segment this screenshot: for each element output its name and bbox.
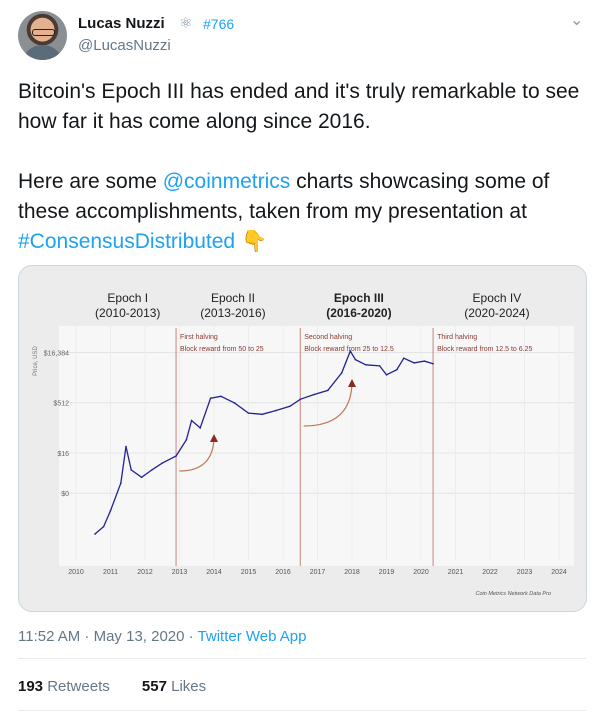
epoch-range: (2010-2013) [95, 306, 160, 320]
x-tick-label: 2022 [482, 569, 498, 576]
price-point [349, 350, 352, 352]
epoch-title: Epoch I [107, 291, 148, 305]
epoch-title: Epoch III [334, 291, 384, 305]
halving-detail: Block reward from 12.5 to 6.25 [437, 346, 532, 353]
halving-detail: Block reward from 25 to 12.5 [304, 346, 394, 353]
price-point [247, 412, 250, 414]
price-point [233, 402, 236, 404]
price-point [161, 462, 164, 464]
x-tick-label: 2019 [379, 569, 395, 576]
halving-label: Third halving [437, 334, 477, 341]
price-point [185, 438, 188, 441]
price-point [190, 419, 193, 422]
y-tick-label: $512 [53, 401, 69, 408]
tweet-line-1: Bitcoin's Epoch III has ended and it's t… [18, 80, 580, 133]
price-point [102, 525, 105, 528]
price-point [289, 405, 291, 408]
halving-label: First halving [180, 334, 218, 341]
price-point [130, 469, 132, 471]
price-point [354, 358, 357, 361]
x-tick-label: 2023 [517, 569, 533, 576]
epoch-range: (2020-2024) [464, 306, 529, 320]
avatar[interactable] [18, 11, 67, 60]
price-point [140, 476, 143, 479]
price-point [378, 365, 381, 367]
price-point [275, 409, 277, 412]
growth-arrow [303, 380, 353, 427]
price-point [402, 357, 405, 360]
price-point [151, 469, 153, 471]
x-tick-label: 2013 [172, 569, 188, 576]
price-point [365, 363, 367, 366]
y-axis-label: Price, USD [33, 345, 39, 375]
halving-label: Second halving [304, 334, 352, 341]
price-point [94, 533, 96, 535]
chevron-down-icon[interactable]: ⌄ [570, 12, 584, 29]
x-tick-label: 2021 [448, 569, 464, 576]
x-tick-label: 2012 [137, 569, 153, 576]
x-tick-label: 2010 [68, 569, 84, 576]
price-point [340, 372, 343, 374]
app-link[interactable]: Twitter Web App [197, 628, 307, 645]
growth-arrowhead [210, 434, 218, 442]
price-point [125, 445, 127, 448]
mention-link[interactable]: @coinmetrics [162, 170, 291, 193]
tweet-text: Bitcoin's Epoch III has ended and it's t… [18, 77, 588, 257]
plot-area [59, 326, 574, 566]
price-point [423, 360, 426, 362]
growth-arrowhead [348, 379, 356, 387]
author-tag[interactable]: #766 [203, 16, 235, 32]
price-point [261, 413, 264, 416]
divider [18, 710, 586, 711]
y-tick-label: $16,384 [44, 350, 69, 357]
divider [18, 658, 586, 659]
x-tick-label: 2017 [310, 569, 326, 576]
y-tick-label: $0 [61, 491, 69, 498]
chart-image[interactable]: $16,384 $512 $16 $0 2010 2011 2012 2013 2014 2015… [18, 265, 587, 612]
x-tick-label: 2015 [241, 569, 257, 576]
hashtag-link[interactable]: #ConsensusDistributed [18, 230, 236, 253]
epoch-range: (2016-2020) [326, 306, 391, 320]
pointing-down-emoji: 👇 [240, 230, 268, 253]
price-point [413, 362, 415, 364]
epoch-title: Epoch IV [473, 291, 522, 305]
x-tick-label: 2018 [344, 569, 360, 576]
tweet-meta: 11:52 AM · May 13, 2020 · Twitter Web Ap… [18, 628, 307, 645]
tweet-timestamp[interactable]: 11:52 AM · May 13, 2020 · [18, 628, 198, 645]
y-tick-label: $16 [57, 451, 69, 458]
x-tick-label: 2024 [551, 569, 567, 576]
atom-icon: ⚛ [179, 15, 193, 32]
author-name[interactable]: Lucas Nuzzi [78, 15, 165, 32]
price-point [220, 395, 222, 398]
tweet-stats: 193 Retweets 557 Likes [18, 678, 234, 695]
price-point [327, 389, 329, 392]
price-point [313, 393, 315, 396]
price-point [209, 397, 212, 399]
retweets-stat[interactable]: 193 Retweets [18, 678, 110, 695]
price-point [385, 374, 388, 376]
price-point [432, 362, 434, 365]
price-line [94, 349, 434, 535]
epoch-title: Epoch II [211, 291, 255, 305]
source-label: Coin Metrics Network Data Pro [476, 591, 552, 597]
tweet-line-2: Here are some @coinmetrics charts showca… [18, 170, 550, 253]
bitcoin-price-chart: $16,384 $512 $16 $0 2010 2011 2012 2013 2014 2015… [33, 291, 574, 597]
halving-detail: Block reward from 50 to 25 [180, 346, 264, 353]
x-tick-label: 2020 [413, 569, 429, 576]
epoch-range: (2013-2016) [200, 306, 265, 320]
likes-stat[interactable]: 557 Likes [141, 678, 207, 695]
x-tick-label: 2014 [206, 569, 222, 576]
price-point [299, 398, 302, 401]
price-point [199, 427, 201, 429]
price-point [120, 482, 122, 484]
price-point [175, 455, 177, 457]
x-tick-label: 2011 [103, 569, 118, 576]
author-handle[interactable]: @LucasNuzzi [78, 37, 171, 54]
price-point [396, 368, 398, 371]
price-point [109, 509, 112, 512]
x-tick-label: 2016 [275, 569, 291, 576]
